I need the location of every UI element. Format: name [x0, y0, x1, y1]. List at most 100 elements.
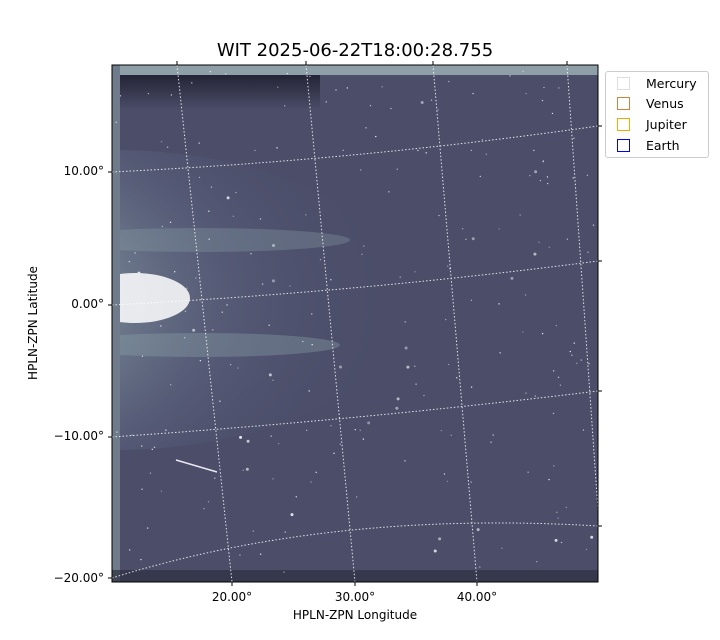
star [305, 429, 308, 432]
star [533, 149, 535, 152]
star [174, 271, 176, 273]
star [592, 224, 595, 226]
star [510, 276, 514, 280]
star [415, 383, 417, 385]
y-axis-label: HPLN-ZPN Latitude [26, 266, 40, 380]
star [308, 390, 310, 392]
star [141, 355, 144, 357]
star [184, 310, 187, 312]
grid [112, 65, 598, 582]
star [541, 332, 544, 335]
star [355, 496, 358, 498]
star [272, 478, 274, 480]
star [430, 99, 433, 101]
star [221, 311, 223, 313]
star [208, 238, 210, 240]
star [509, 75, 511, 77]
star [367, 421, 371, 425]
star [333, 452, 335, 454]
star [573, 137, 575, 140]
star [580, 359, 582, 361]
star [470, 299, 473, 301]
legend-item-earth: Earth [617, 135, 680, 155]
star [283, 105, 286, 107]
star [498, 303, 500, 305]
star [198, 142, 200, 144]
star [270, 435, 272, 437]
star [203, 507, 205, 510]
star [271, 279, 275, 283]
star [479, 566, 481, 568]
star [456, 377, 458, 379]
star [195, 277, 197, 279]
star [237, 367, 239, 369]
star [525, 92, 527, 95]
star [555, 324, 557, 327]
star [445, 318, 447, 321]
star [390, 107, 392, 110]
star [154, 312, 156, 314]
star [569, 350, 571, 353]
star [461, 228, 464, 230]
star [471, 237, 475, 241]
star [534, 170, 538, 174]
star [470, 481, 472, 483]
legend-label: Mercury [646, 75, 697, 91]
star [250, 253, 252, 255]
star [546, 176, 549, 178]
star [542, 160, 545, 162]
star [268, 373, 272, 377]
star [465, 238, 467, 241]
star [277, 86, 279, 88]
star [141, 445, 143, 447]
legend: Mercury Venus Jupiter Earth [605, 71, 709, 158]
star [235, 191, 237, 194]
star [538, 241, 540, 243]
star [438, 214, 440, 217]
star [165, 429, 167, 431]
star [226, 196, 230, 200]
star [246, 439, 250, 443]
legend-swatch [617, 117, 630, 131]
star [362, 438, 365, 440]
star [381, 86, 383, 88]
star [210, 186, 213, 188]
star [586, 174, 589, 177]
star [289, 285, 291, 287]
star [447, 265, 449, 267]
star [232, 215, 235, 217]
star [560, 541, 563, 544]
star [252, 530, 255, 532]
y-tick-label: 10.00° [63, 164, 104, 178]
star [404, 346, 408, 350]
star [414, 365, 416, 368]
star [541, 99, 544, 102]
chart-title: WIT 2025-06-22T18:00:28.755 [216, 40, 494, 61]
star [404, 321, 406, 323]
star [146, 527, 149, 529]
x-tick-label: 40.00° [456, 590, 498, 604]
star [342, 149, 344, 152]
grid-longitude [566, 65, 598, 511]
star [375, 135, 377, 138]
grid-latitude [112, 125, 598, 173]
star [283, 571, 285, 573]
x-axis-label: HPLN-ZPN Longitude [292, 608, 418, 622]
star [180, 295, 182, 298]
legend-swatch [617, 96, 630, 110]
grid-latitude [112, 522, 598, 579]
star [448, 80, 450, 83]
star [119, 95, 122, 97]
y-tick-label: −20.00° [53, 571, 104, 585]
star [272, 379, 274, 381]
star [191, 82, 193, 84]
star [552, 370, 555, 372]
stars [115, 70, 595, 573]
star [311, 344, 313, 346]
star [539, 179, 542, 182]
star [276, 147, 278, 149]
legend-swatch [617, 138, 630, 152]
star [208, 210, 210, 212]
star [239, 554, 241, 556]
x-tick-label: 20.00° [211, 590, 253, 604]
